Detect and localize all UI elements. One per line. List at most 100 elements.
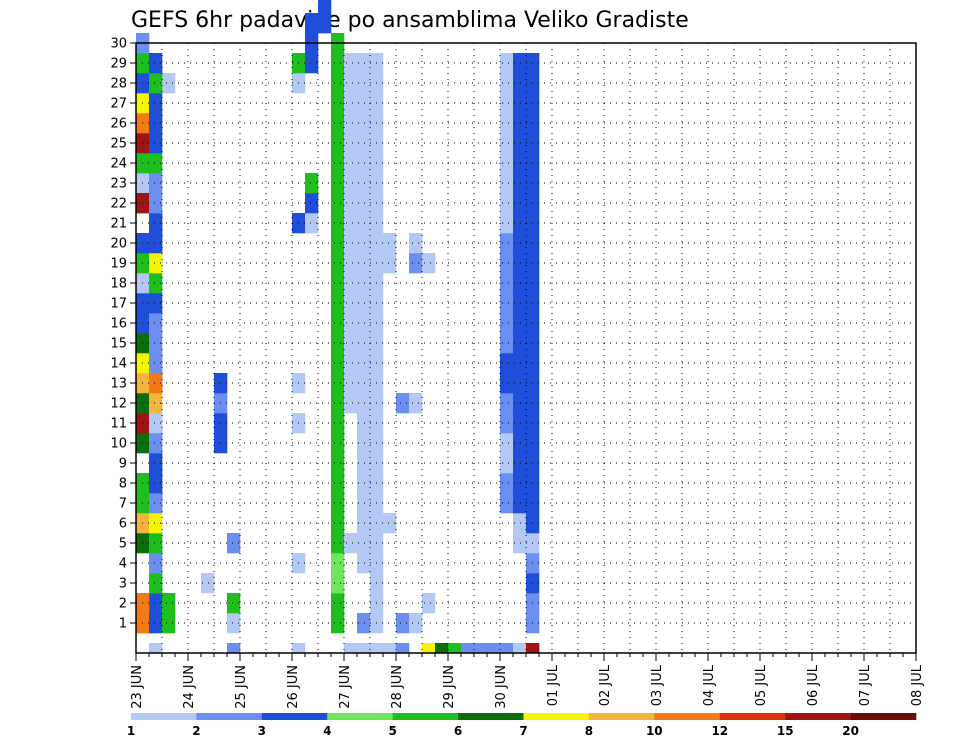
precip-cell: [344, 353, 358, 374]
precip-cell: [331, 73, 345, 94]
precip-cell: [344, 133, 358, 154]
precip-cell: [357, 373, 371, 394]
precip-cell: [149, 413, 163, 434]
y-tick-label: 18: [110, 277, 127, 292]
precip-cell: [461, 643, 475, 654]
colorbar-swatch: [719, 713, 786, 720]
precip-cell: [331, 533, 345, 554]
precip-cell: [383, 253, 397, 274]
y-tick-label: 26: [110, 117, 127, 132]
precip-cell: [357, 393, 371, 414]
precip-cell: [162, 593, 176, 614]
y-tick-label: 19: [110, 257, 127, 272]
precip-cell: [448, 643, 462, 654]
precip-cell: [305, 173, 319, 194]
colorbar-label: 15: [777, 724, 794, 738]
precip-cell: [331, 153, 345, 174]
y-tick-label: 11: [110, 417, 127, 432]
x-tick-label: 27 JUN: [338, 665, 353, 709]
precip-cell: [474, 643, 488, 654]
precip-cell: [344, 393, 358, 414]
y-tick-label: 15: [110, 337, 127, 352]
precip-cell: [500, 353, 514, 374]
precip-cell: [331, 413, 345, 434]
grid-layer: [136, 42, 916, 653]
precip-cell: [305, 193, 319, 214]
precip-cell: [305, 53, 319, 74]
y-tick-label: 17: [110, 297, 127, 312]
precip-cell: [422, 253, 436, 274]
precip-cell: [513, 313, 527, 334]
precip-cell: [513, 533, 527, 554]
precip-cell: [500, 413, 514, 434]
precip-cell: [344, 253, 358, 274]
precip-cell: [500, 333, 514, 354]
colorbar-swatch: [523, 713, 590, 720]
precip-cell: [422, 643, 436, 654]
precip-cell: [149, 353, 163, 374]
colorbar-label: 4: [323, 724, 331, 738]
precip-cell: [149, 153, 163, 174]
x-tick-label: 26 JUN: [286, 665, 301, 709]
precip-cell: [149, 643, 163, 654]
precip-cell: [513, 413, 527, 434]
precip-cell: [149, 313, 163, 334]
precip-cell: [331, 133, 345, 154]
colorbar-swatch: [850, 713, 917, 720]
precip-cell: [149, 113, 163, 134]
precip-cell: [500, 393, 514, 414]
precip-cell: [487, 643, 501, 654]
precip-cell: [318, 0, 332, 14]
precip-cell: [149, 73, 163, 94]
precip-cell: [513, 373, 527, 394]
precip-cell: [357, 273, 371, 294]
precip-cell: [357, 53, 371, 74]
precip-cell: [357, 613, 371, 634]
precip-cell: [513, 193, 527, 214]
precip-cell: [500, 453, 514, 474]
precip-cell: [513, 513, 527, 534]
colorbar-swatch: [196, 713, 263, 720]
precip-cell: [149, 453, 163, 474]
y-tick-label: 28: [110, 77, 127, 92]
precip-cell: [357, 313, 371, 334]
y-tick-label: 24: [110, 157, 127, 172]
colorbar-swatch: [392, 713, 459, 720]
chart-title: GEFS 6hr padavine po ansamblima Veliko G…: [131, 8, 689, 33]
colorbar-label: 3: [258, 724, 266, 738]
precip-cell: [370, 643, 384, 654]
precip-cell: [227, 643, 241, 654]
y-tick-label: 30: [110, 37, 127, 52]
precip-cell: [331, 393, 345, 414]
precip-cell: [513, 113, 527, 134]
precip-cell: [357, 93, 371, 114]
precip-cell: [513, 173, 527, 194]
precip-cell: [331, 93, 345, 114]
precip-cell: [513, 333, 527, 354]
colorbar-label: 2: [192, 724, 200, 738]
precip-cell: [149, 273, 163, 294]
precip-cell: [383, 233, 397, 254]
precip-cell: [409, 393, 423, 414]
precip-cell: [409, 613, 423, 634]
precip-cell: [331, 173, 345, 194]
colorbar-label: 20: [842, 724, 859, 738]
y-tick-label: 29: [110, 57, 127, 72]
precip-cell: [149, 553, 163, 574]
y-tick-label: 10: [110, 437, 127, 452]
precip-cell: [149, 393, 163, 414]
precip-cell: [396, 613, 410, 634]
precip-cell: [500, 73, 514, 94]
y-tick-label: 4: [119, 557, 127, 572]
precip-cell: [149, 373, 163, 394]
precip-cell: [357, 253, 371, 274]
x-tick-label: 30 JUN: [494, 665, 509, 709]
precip-cell: [383, 643, 397, 654]
precip-cell: [331, 213, 345, 234]
precip-cell: [500, 373, 514, 394]
precip-cell: [357, 193, 371, 214]
precip-cell: [435, 643, 449, 654]
precip-cell: [344, 113, 358, 134]
precip-cell: [526, 643, 540, 654]
x-tick-label: 07 JUL: [858, 664, 873, 706]
